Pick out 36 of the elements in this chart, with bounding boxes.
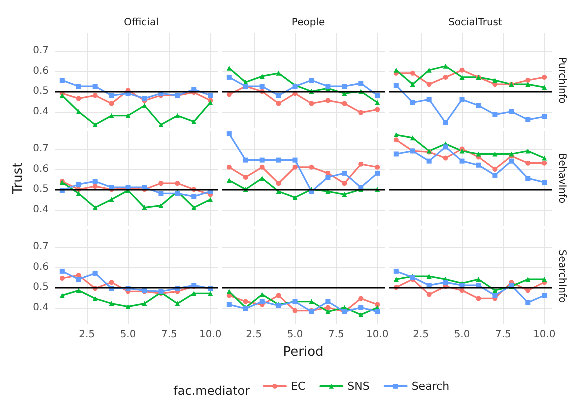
x-tick-label: 5.0: [120, 330, 136, 340]
y-tick-label: 0.7: [33, 46, 49, 57]
chart-title: Official: [124, 18, 159, 28]
y2-axis-title: BehavInfo: [556, 153, 568, 204]
legend-title: fac.mediator: [174, 384, 250, 398]
legend-label: EC: [291, 380, 306, 393]
y-tick-label: 0.7: [33, 144, 49, 155]
y-tick-label: 0.5: [33, 86, 49, 98]
y2-axis-title: SearchInfo: [556, 250, 568, 304]
y-tick-label: 0.6: [33, 164, 49, 175]
y-tick-label: 0.5: [33, 184, 49, 196]
y-tick-label: 0.7: [33, 242, 49, 253]
x-tick-label: 2.5: [79, 330, 96, 340]
x-tick-label: 7.5: [161, 330, 178, 340]
y-tick-label: 0.4: [33, 204, 49, 216]
y-tick-label: 0.4: [33, 302, 49, 314]
x-tick-label: 5.0: [287, 330, 304, 340]
legend-label: SNS: [348, 380, 370, 393]
y-axis-title: Trust: [11, 162, 26, 196]
legend-label: Search: [412, 380, 450, 393]
x-axis-title: Period: [283, 345, 324, 360]
y-tick-label: 0.5: [33, 282, 49, 294]
y-tick-label: 0.6: [33, 262, 49, 273]
x-tick-label: 10.0: [366, 330, 389, 340]
y2-axis-title: PurchInfo: [556, 57, 568, 104]
chart-title: People: [292, 18, 326, 28]
x-tick-label: 7.5: [495, 330, 512, 340]
x-tick-label: 10.0: [533, 330, 556, 340]
y-tick-label: 0.4: [33, 106, 49, 118]
x-tick-label: 7.5: [328, 330, 344, 340]
x-tick-label: 10.0: [199, 330, 222, 340]
y-tick-label: 0.6: [33, 66, 49, 77]
x-tick-label: 2.5: [246, 330, 262, 340]
x-tick-label: 2.5: [413, 330, 430, 340]
chart-title: SocialTrust: [448, 18, 503, 28]
x-tick-label: 5.0: [454, 330, 470, 340]
